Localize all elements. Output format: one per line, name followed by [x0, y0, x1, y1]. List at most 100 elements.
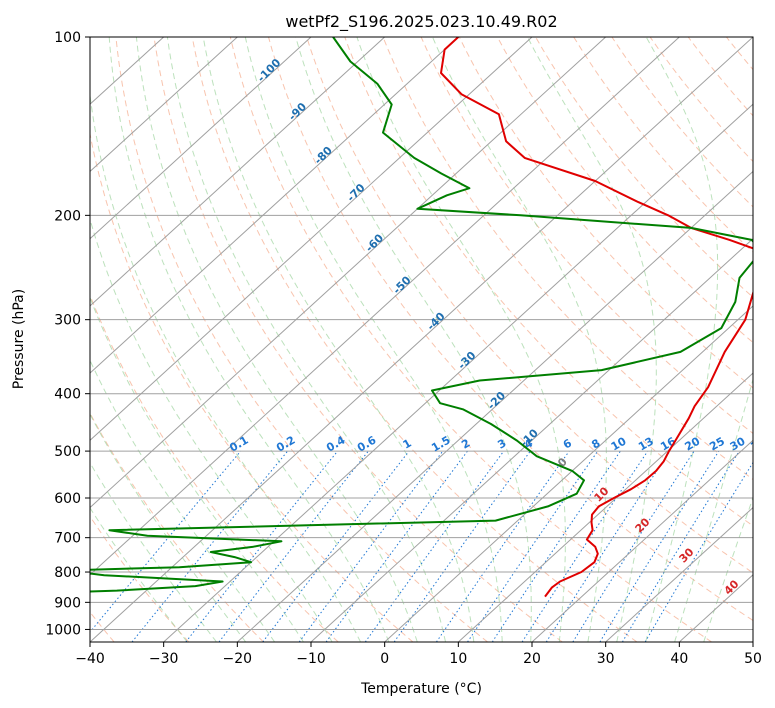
- y-axis-label: Pressure (hPa): [11, 289, 27, 389]
- isotherm: [90, 37, 238, 173]
- x-tick-label: −10: [296, 651, 326, 667]
- chart-title: wetPf2_S196.2025.023.10.49.R02: [285, 12, 557, 32]
- mixing-ratio-line: [185, 450, 338, 642]
- isotherm: [90, 37, 386, 307]
- isotherm: [90, 37, 533, 442]
- dry-adiabat: [90, 412, 264, 642]
- x-tick-label: −30: [149, 651, 179, 667]
- y-tick-label: 100: [54, 30, 81, 46]
- x-tick-label: 30: [597, 651, 615, 667]
- y-tick-label: 800: [54, 565, 81, 581]
- mixing-ratio-line: [545, 450, 671, 642]
- mixing-ratio-line: [467, 450, 599, 642]
- mixing-ratio-line: [521, 450, 649, 642]
- mixing-ratio-line: [131, 450, 288, 642]
- mixing-ratio-line: [298, 450, 444, 642]
- moist-adiabat: [674, 377, 753, 642]
- series-layer: [90, 37, 753, 598]
- moist-adiabat: [166, 37, 446, 642]
- moist-adiabat: [90, 358, 276, 642]
- moist-adiabat: [90, 413, 247, 642]
- moist-adiabat: [108, 37, 390, 642]
- dry-adiabat: [765, 37, 775, 642]
- y-tick-label: 400: [54, 387, 81, 403]
- dry-adiabat: [191, 37, 638, 642]
- mixing-ratio-line: [599, 450, 720, 642]
- isotherm: [457, 372, 753, 642]
- moist-adiabat: [432, 37, 607, 642]
- mixing-ratio-line: [435, 450, 570, 642]
- moist-adiabat: [90, 296, 304, 642]
- x-tick-label: 10: [449, 651, 467, 667]
- x-tick-label: 40: [670, 651, 688, 667]
- y-tick-label: 1000: [45, 622, 81, 638]
- dry-adiabat: [268, 37, 753, 622]
- x-tick-label: 50: [744, 651, 762, 667]
- x-axis-label: Temperature (°C): [360, 681, 482, 697]
- moist-adiabat: [90, 506, 188, 642]
- y-tick-label: 300: [54, 313, 81, 329]
- isotherm: [90, 37, 680, 576]
- isotherm: [236, 170, 753, 642]
- dry-adiabat: [115, 37, 488, 642]
- moist-adiabat: [244, 37, 503, 642]
- mixing-ratio-label: 1: [401, 437, 414, 452]
- y-tick-label: 700: [54, 531, 81, 547]
- moist-adiabat: [90, 461, 217, 642]
- dry-adiabat-label: -70: [344, 181, 367, 204]
- dry-adiabat: [153, 37, 563, 642]
- mixing-ratio-label: 8: [589, 437, 602, 452]
- dewpoint-profile-line: [90, 37, 753, 593]
- y-tick-label: 900: [54, 595, 81, 611]
- moist-adiabat-label: 20: [633, 515, 653, 535]
- moist-adiabat: [202, 37, 475, 642]
- x-tick-label: −40: [75, 651, 105, 667]
- dry-adiabat: [535, 37, 753, 298]
- mixing-ratio-line: [364, 450, 505, 642]
- dry-adiabat-label: -80: [312, 144, 335, 167]
- isotherm: [90, 37, 312, 240]
- grid-layer: [90, 37, 775, 642]
- dry-adiabat: [382, 37, 753, 481]
- y-tick-label: 200: [54, 208, 81, 224]
- mixing-ratio-line: [572, 450, 695, 642]
- mixing-ratio-label: 6: [561, 436, 574, 451]
- dry-adiabat-label: -20: [485, 389, 508, 412]
- moist-adiabat: [703, 496, 753, 642]
- dry-adiabat: [420, 37, 753, 435]
- y-tick-label: 500: [54, 444, 81, 460]
- mixing-ratio-line: [262, 450, 410, 642]
- mixing-ratio-line: [491, 450, 621, 642]
- dry-adiabat-label: -90: [286, 100, 309, 123]
- dry-adiabat: [573, 37, 753, 253]
- temperature-profile-line: [440, 37, 753, 598]
- moist-adiabat: [90, 217, 333, 642]
- dry-adiabat-label: -30: [455, 349, 478, 372]
- dry-adiabat: [496, 37, 753, 344]
- dry-adiabat: [229, 37, 712, 642]
- dry-adiabat: [344, 37, 753, 527]
- mixing-ratio-label: 36: [748, 434, 768, 453]
- isotherm: [90, 37, 459, 374]
- dry-adiabat-label: -100: [255, 56, 284, 85]
- isotherm: [531, 439, 753, 642]
- moist-adiabat: [135, 37, 418, 642]
- isotherm: [752, 641, 753, 642]
- dry-adiabat-label: -40: [424, 310, 447, 333]
- isotherm: [384, 305, 753, 642]
- moist-adiabat-label: 30: [677, 545, 697, 565]
- plot-frame: [89, 36, 754, 643]
- mixing-ratio-line: [90, 450, 242, 633]
- inline-labels: 0.1 0.2 0.4 0.6 1 1.5 2 3 4 6 8 10 13 16 20 25 30 36-100-…: [227, 56, 768, 598]
- x-tick-label: 0: [380, 651, 389, 667]
- mixing-ratio-line: [325, 450, 468, 642]
- moist-adiabat: [295, 37, 532, 642]
- dry-adiabat-label: -50: [390, 273, 413, 296]
- moist-adiabat: [356, 37, 566, 642]
- dry-adiabat-label: -10: [518, 426, 541, 449]
- mixing-ratio-line: [621, 450, 740, 642]
- x-tick-label: −20: [223, 651, 253, 667]
- isotherm: [90, 37, 607, 509]
- y-tick-label: 600: [54, 491, 81, 507]
